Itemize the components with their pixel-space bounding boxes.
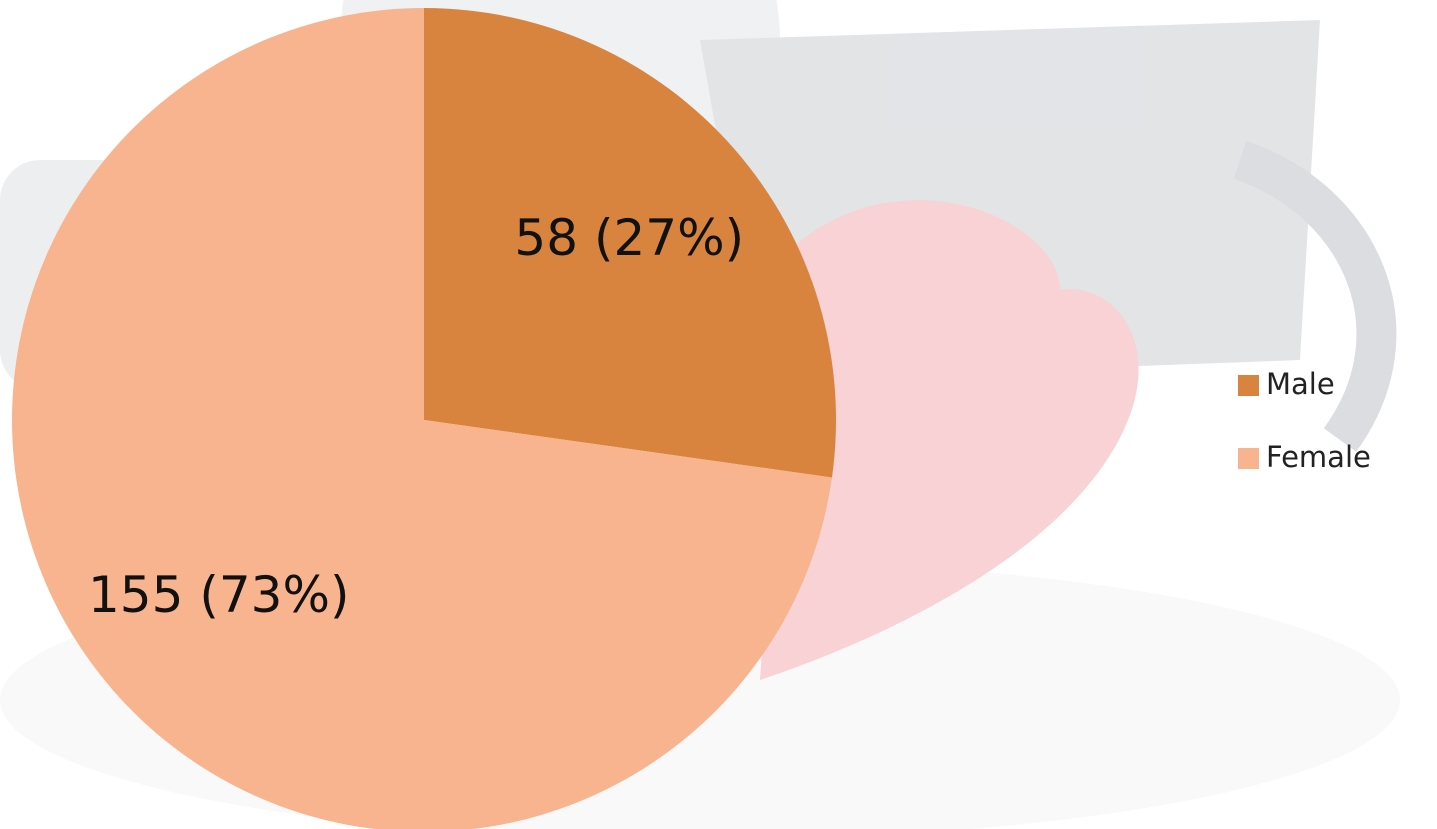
legend-label: Male (1266, 367, 1335, 401)
pie-slice (12, 8, 832, 829)
pie: 58 (27%) 155 (73%) (12, 8, 836, 829)
pie-slice (424, 8, 836, 478)
legend: Male Female (1238, 367, 1371, 474)
value-label: 155 (73%) (88, 566, 349, 624)
value-label: 58 (27%) (514, 209, 744, 267)
legend-swatch (1238, 448, 1259, 469)
legend-label: Female (1266, 440, 1371, 474)
legend-swatch (1238, 375, 1259, 396)
